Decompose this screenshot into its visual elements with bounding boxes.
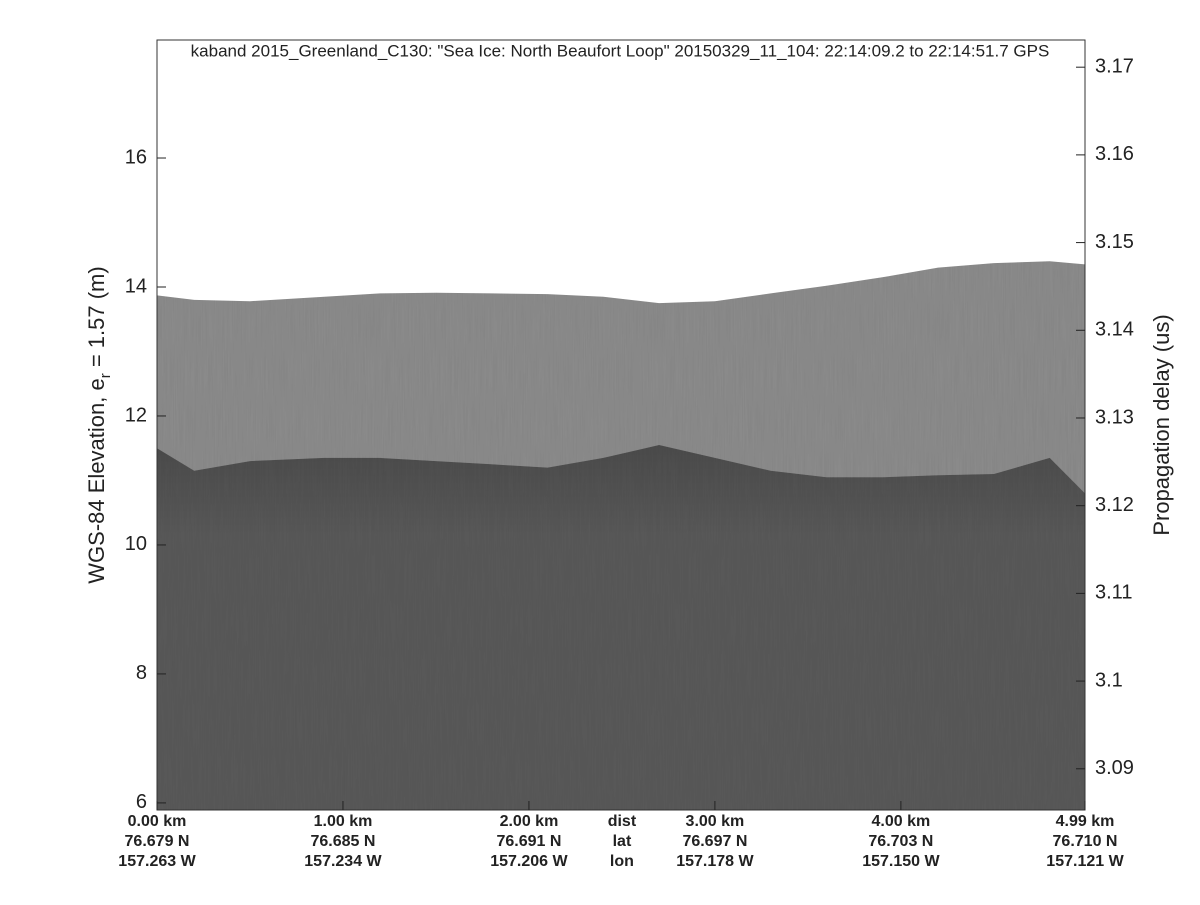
y2-tick-label: 3.11 xyxy=(1095,582,1132,604)
lon-label: 157.178 W xyxy=(676,853,754,870)
layer-shade xyxy=(157,445,1085,810)
chart-title: kaband 2015_Greenland_C130: "Sea Ice: No… xyxy=(191,41,1050,60)
lat-label: 76.691 N xyxy=(496,833,561,850)
plot-frame xyxy=(156,39,1086,811)
x-tick-label: 1.00 km xyxy=(314,813,373,830)
y-label-sub: r xyxy=(97,373,114,378)
y2-tick-label: 3.16 xyxy=(1095,143,1134,165)
y-tick-label: 6 xyxy=(136,791,147,813)
lon-label: 157.150 W xyxy=(862,853,940,870)
y2-axis-label: Propagation delay (us) xyxy=(1149,314,1174,535)
axes: 6 8 10 12 14 16 3.09 3.1 3.11 3.12 3.13 3.14 3.15 3.1… xyxy=(118,39,1134,870)
x-tick-label: 3.00 km xyxy=(686,813,745,830)
lon-label: 157.121 W xyxy=(1046,853,1124,870)
lat-label: 76.710 N xyxy=(1053,833,1118,850)
lat-label: 76.685 N xyxy=(311,833,376,850)
lat-label: 76.679 N xyxy=(125,833,190,850)
y-tick-label: 10 xyxy=(125,533,147,555)
row-label: lat xyxy=(613,833,632,850)
row-label: lon xyxy=(610,853,634,870)
lon-label: 157.263 W xyxy=(118,853,196,870)
x-tick-label: 2.00 km xyxy=(500,813,559,830)
x-tick-label: 4.99 km xyxy=(1056,813,1115,830)
y2-tick-label: 3.15 xyxy=(1095,231,1134,253)
x-tick-label: 4.00 km xyxy=(872,813,931,830)
y2-tick-label: 3.09 xyxy=(1095,757,1134,779)
x-tick-label: 0.00 km xyxy=(128,813,187,830)
y2-tick-label: 3.13 xyxy=(1095,406,1134,428)
lon-label: 157.206 W xyxy=(490,853,568,870)
y-tick-label: 8 xyxy=(136,662,147,684)
y-tick-label: 12 xyxy=(125,404,147,426)
lat-label: 76.703 N xyxy=(868,833,933,850)
y2-tick-label: 3.14 xyxy=(1095,319,1134,341)
y2-tick-label: 3.17 xyxy=(1095,55,1134,77)
y2-tick-label: 3.1 xyxy=(1095,669,1123,691)
y-tick-label: 14 xyxy=(125,275,147,297)
echogram xyxy=(157,261,1085,810)
y-axis-label: WGS-84 Elevation, er = 1.57 (m) xyxy=(84,266,114,583)
y-label-part: WGS-84 Elevation, e xyxy=(84,378,109,583)
row-label: dist xyxy=(608,813,637,830)
y2-tick-label: 3.12 xyxy=(1095,494,1134,516)
y-label-part: = 1.57 (m) xyxy=(84,266,109,373)
lat-label: 76.697 N xyxy=(682,833,747,850)
y-tick-label: 16 xyxy=(125,146,147,168)
lon-label: 157.234 W xyxy=(304,853,382,870)
